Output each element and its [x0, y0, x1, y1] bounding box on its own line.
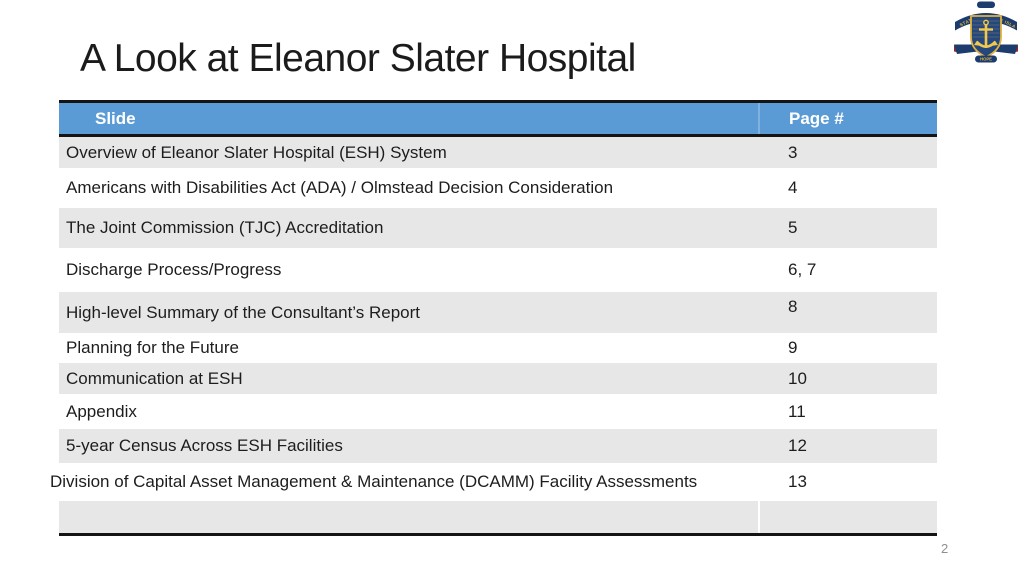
row-page-number: 11: [788, 401, 806, 421]
rhode-island-seal-icon: STATE OF RHODE ISLAND HOPE: [950, 0, 1018, 63]
row-page-number: 8: [788, 297, 798, 316]
table-row: High-level Summary of the Consultant’s R…: [59, 292, 937, 333]
row-title: Discharge Process/Progress: [66, 260, 282, 279]
row-page-number: 13: [788, 472, 807, 491]
table-row: Appendix 11: [59, 394, 937, 429]
table-row: Communication at ESH 10: [59, 363, 937, 394]
row-title: Overview of Eleanor Slater Hospital (ESH…: [66, 142, 447, 162]
table-row-empty: [59, 501, 937, 533]
row-title: The Joint Commission (TJC) Accreditation: [66, 218, 384, 237]
row-page-number: 9: [788, 338, 798, 357]
rhode-island-seal-logo: STATE OF RHODE ISLAND HOPE: [950, 0, 1020, 63]
svg-text:HOPE: HOPE: [980, 57, 992, 62]
row-title: Americans with Disabilities Act (ADA) / …: [66, 178, 614, 197]
slide-number: 2: [941, 541, 949, 556]
table-row: Division of Capital Asset Management & M…: [50, 463, 937, 501]
row-title: Appendix: [66, 401, 137, 421]
row-title: Division of Capital Asset Management & M…: [50, 472, 698, 491]
column-header-page: Page #: [758, 103, 937, 134]
page-title: A Look at Eleanor Slater Hospital: [80, 37, 636, 80]
row-page-number: 12: [788, 436, 807, 455]
row-title: 5-year Census Across ESH Facilities: [66, 436, 343, 455]
column-header-slide: Slide: [95, 108, 136, 128]
row-page-number: [758, 501, 937, 533]
row-title: Communication at ESH: [66, 368, 243, 388]
row-page-number: 10: [788, 368, 807, 388]
row-title: [59, 501, 758, 533]
row-title: Planning for the Future: [66, 338, 239, 357]
row-page-number: 4: [788, 178, 798, 197]
row-page-number: 6, 7: [788, 260, 817, 279]
table-row: Americans with Disabilities Act (ADA) / …: [59, 168, 937, 208]
table-row: The Joint Commission (TJC) Accreditation…: [59, 208, 937, 248]
row-title: High-level Summary of the Consultant’s R…: [66, 302, 421, 322]
table-row: Planning for the Future 9: [59, 333, 937, 363]
row-page-number: 3: [788, 142, 798, 162]
table-header-row: Slide Page #: [59, 103, 937, 137]
table-row: 5-year Census Across ESH Facilities 12: [59, 429, 937, 463]
table-row: Discharge Process/Progress 6, 7: [59, 248, 937, 292]
table-of-contents: Slide Page # Overview of Eleanor Slater …: [50, 100, 937, 536]
row-page-number: 5: [788, 218, 798, 237]
table-row: Overview of Eleanor Slater Hospital (ESH…: [59, 137, 937, 168]
